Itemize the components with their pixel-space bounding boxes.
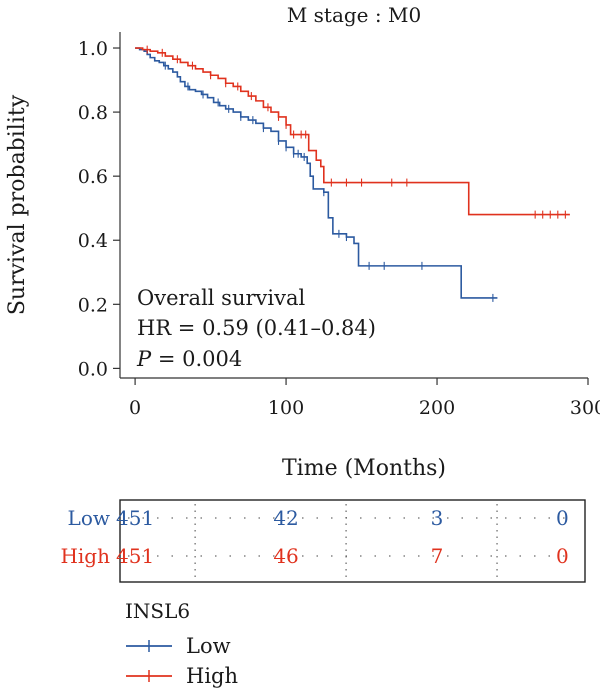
legend-label: Low — [186, 634, 231, 658]
p-symbol: P — [136, 347, 152, 371]
y-tick-label: 0.0 — [78, 358, 108, 380]
curve-high — [135, 47, 570, 216]
y-axis-label: Survival probability — [5, 94, 30, 315]
survival-curves — [135, 45, 570, 302]
legend-item-low: Low — [126, 634, 231, 658]
legend-item-high: High — [126, 664, 238, 688]
risk-count: 3 — [431, 506, 444, 530]
y-tick-label: 1.0 — [78, 38, 108, 60]
plot-axes: 0.0 0.2 0.4 0.6 0.8 1.0 0 100 200 300 — [78, 32, 600, 419]
risk-count: 0 — [556, 506, 569, 530]
y-tick-label: 0.4 — [78, 230, 108, 252]
series-high — [135, 45, 570, 219]
chart-title: M stage : M0 — [287, 3, 421, 27]
stat-hazard-ratio: HR = 0.59 (0.41–0.84) — [137, 316, 376, 340]
series-low — [135, 47, 498, 302]
risk-row-label: High — [60, 544, 110, 568]
curve-low — [135, 47, 498, 299]
x-tick-label: 0 — [129, 397, 141, 419]
legend-title: INSL6 — [125, 599, 190, 623]
risk-count: 451 — [116, 544, 154, 568]
risk-count: 451 — [116, 506, 154, 530]
risk-row-label: Low — [68, 506, 110, 530]
stat-overall-survival: Overall survival — [137, 286, 305, 310]
risk-table: Low 451 42 3 0 High 451 46 7 0 — [60, 499, 586, 583]
risk-count: 7 — [431, 544, 444, 568]
y-tick-label: 0.6 — [78, 166, 108, 188]
p-value: = 0.004 — [151, 347, 242, 371]
risk-count: 46 — [273, 544, 298, 568]
legend: INSL6 Low High — [125, 599, 238, 688]
risk-count: 42 — [273, 506, 298, 530]
y-tick-label: 0.8 — [78, 102, 108, 124]
x-tick-label: 200 — [419, 397, 455, 419]
y-tick-label: 0.2 — [78, 294, 108, 316]
x-tick-label: 300 — [570, 397, 600, 419]
stat-p-value: P = 0.004 — [136, 347, 242, 371]
risk-count: 0 — [556, 544, 569, 568]
x-axis-label: Time (Months) — [282, 456, 446, 481]
risk-table-frame — [119, 499, 586, 583]
x-tick-label: 100 — [268, 397, 304, 419]
legend-label: High — [186, 664, 238, 688]
